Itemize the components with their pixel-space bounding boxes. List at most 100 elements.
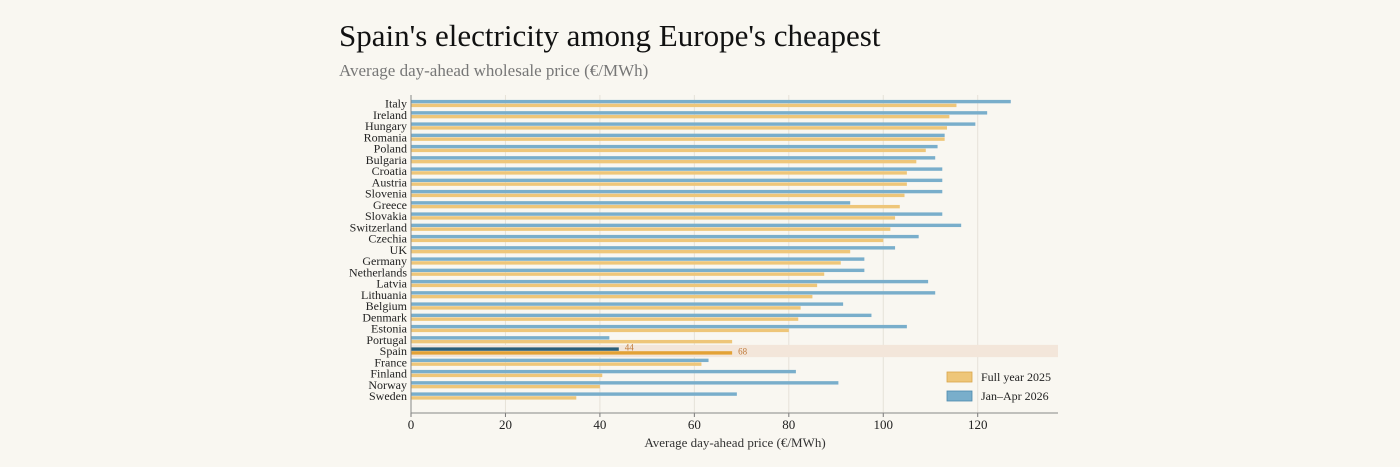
bar-full-year-2025	[411, 317, 799, 321]
category-label: Sweden	[369, 389, 407, 403]
x-tick-label: 0	[408, 417, 415, 432]
bar-full-year-2025	[411, 238, 884, 243]
category-label: Slovakia	[365, 209, 408, 223]
bar-full-year-2025	[411, 328, 789, 333]
bar-jan-apr-2026	[411, 279, 929, 284]
category-label: Croatia	[372, 164, 408, 178]
bar-full-year-2025	[411, 159, 917, 164]
bar-full-year-2025	[411, 396, 577, 400]
bars	[411, 99, 1011, 400]
category-label: Slovenia	[365, 187, 408, 201]
bar-full-year-2025	[411, 294, 813, 299]
category-label: Germany	[362, 254, 407, 268]
bar-jan-apr-2026	[411, 336, 610, 340]
category-label: Czechia	[368, 232, 407, 246]
bar-full-year-2025	[411, 182, 907, 186]
category-label: Austria	[372, 175, 408, 189]
bar-jan-apr-2026	[411, 122, 976, 126]
category-label: Bulgaria	[366, 153, 408, 167]
bar-full-year-2025	[411, 249, 851, 254]
chart-subtitle: Average day-ahead wholesale price (€/MWh…	[339, 61, 649, 80]
bar-jan-apr-2026	[411, 246, 896, 250]
bar-jan-apr-2026	[411, 201, 851, 205]
legend-swatch[interactable]	[946, 390, 973, 402]
legend-label[interactable]: Full year 2025	[981, 370, 1051, 384]
category-label: UK	[390, 243, 408, 257]
x-axis-title: Average day-ahead price (€/MWh)	[644, 435, 825, 450]
category-label: Poland	[374, 142, 407, 156]
bar-jan-apr-2026	[411, 291, 936, 295]
legend-label[interactable]: Jan–Apr 2026	[981, 389, 1049, 403]
x-tick-label: 80	[782, 417, 795, 432]
bar-full-year-2025	[411, 114, 950, 119]
category-label: Norway	[368, 378, 407, 392]
highlight-band-layer	[411, 344, 1058, 358]
x-tick-label: 20	[499, 417, 512, 432]
bar-jan-apr-2026	[411, 381, 839, 385]
category-label: Ireland	[373, 108, 407, 122]
bar-jan-apr-2026	[411, 99, 1011, 104]
bar-full-year-2025	[411, 283, 818, 288]
data-label: 44	[625, 343, 635, 353]
category-label: Netherlands	[349, 265, 407, 279]
x-tick-label: 40	[593, 417, 606, 432]
bar-full-year-2025	[411, 103, 957, 108]
bar-jan-apr-2026	[411, 223, 962, 228]
category-label: Belgium	[366, 299, 408, 313]
bar-jan-apr-2026	[411, 178, 943, 183]
bar-jan-apr-2026	[411, 369, 796, 374]
data-label: 68	[738, 347, 748, 357]
bar-jan-apr-2026	[411, 189, 943, 194]
bar-full-year-2025	[411, 384, 600, 389]
bar-jan-apr-2026	[411, 234, 919, 239]
legend[interactable]: Full year 2025 Jan–Apr 2026	[946, 370, 1051, 403]
category-label: Portugal	[366, 333, 407, 347]
bar-full-year-2025	[411, 339, 733, 344]
bar-jan-apr-2026	[411, 392, 737, 396]
bar-full-year-2025	[411, 171, 907, 175]
category-label: Hungary	[365, 119, 407, 133]
bar-full-year-2025	[411, 227, 891, 231]
bar-full-year-2025	[411, 216, 896, 220]
bar-jan-apr-2026	[411, 302, 844, 306]
category-label: Lithuania	[361, 288, 408, 302]
legend-swatch[interactable]	[946, 371, 973, 383]
bar-full-year-2025	[411, 193, 905, 198]
category-label: Latvia	[376, 277, 407, 291]
chart-title: Spain's electricity among Europe's cheap…	[339, 18, 881, 53]
category-label: Denmark	[362, 310, 407, 324]
bar-jan-apr-2026	[411, 167, 943, 171]
category-label: Romania	[364, 130, 408, 144]
bar-full-year-2025	[411, 126, 948, 130]
bar-jan-apr-2026	[411, 347, 619, 351]
x-tick-label: 100	[874, 417, 894, 432]
bar-jan-apr-2026	[411, 133, 945, 138]
bar-full-year-2025	[411, 362, 702, 366]
category-label: Finland	[370, 367, 407, 381]
bar-jan-apr-2026	[411, 257, 865, 261]
category-label: Greece	[373, 198, 407, 212]
bar-full-year-2025	[411, 306, 801, 310]
bar-jan-apr-2026	[411, 111, 988, 115]
bar-jan-apr-2026	[411, 144, 938, 149]
highlight-band	[411, 344, 1058, 358]
bar-jan-apr-2026	[411, 156, 936, 160]
x-tick-label: 120	[968, 417, 988, 432]
bar-full-year-2025	[411, 351, 733, 355]
category-label: Switzerland	[350, 220, 407, 234]
bar-jan-apr-2026	[411, 212, 943, 216]
bar-full-year-2025	[411, 373, 603, 378]
bar-full-year-2025	[411, 137, 945, 141]
category-label: Estonia	[371, 322, 408, 336]
category-label: France	[374, 355, 407, 369]
bar-full-year-2025	[411, 148, 926, 153]
bar-jan-apr-2026	[411, 358, 709, 363]
bar-jan-apr-2026	[411, 324, 907, 329]
axes	[410, 95, 1058, 417]
bar-full-year-2025	[411, 204, 900, 209]
category-label: Spain	[380, 344, 407, 358]
bar-jan-apr-2026	[411, 313, 872, 318]
bar-full-year-2025	[411, 261, 841, 265]
bar-jan-apr-2026	[411, 268, 865, 273]
